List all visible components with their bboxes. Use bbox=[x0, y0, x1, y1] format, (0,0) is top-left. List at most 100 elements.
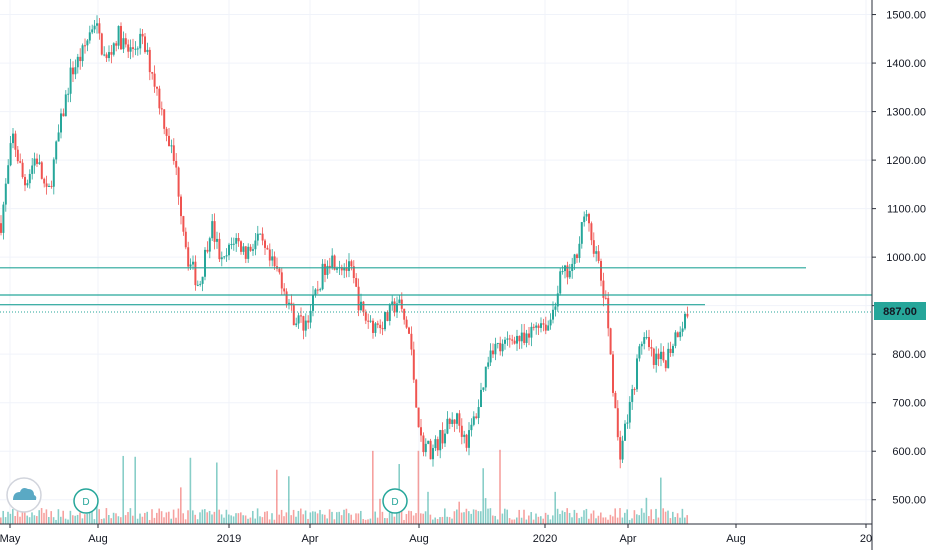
candle-body bbox=[52, 159, 55, 187]
candle-body bbox=[170, 145, 173, 147]
volume-bar bbox=[595, 518, 597, 524]
candle-body bbox=[45, 183, 48, 187]
candle-body bbox=[165, 128, 168, 136]
volume-bar bbox=[516, 517, 518, 524]
tradingview-logo[interactable] bbox=[6, 477, 42, 513]
dividend-marker-2[interactable]: D bbox=[382, 488, 408, 514]
volume-bar bbox=[681, 508, 684, 524]
candle-body bbox=[448, 418, 451, 424]
candle-body bbox=[343, 267, 346, 271]
volume-bar bbox=[616, 517, 619, 524]
volume-bar bbox=[667, 510, 669, 524]
volume-bar bbox=[288, 476, 290, 524]
volume-bar bbox=[168, 511, 170, 524]
volume-bar bbox=[384, 518, 386, 524]
current-price-tag: 887.00 bbox=[874, 302, 926, 320]
volume-bar bbox=[326, 518, 328, 524]
volume-bar bbox=[268, 519, 271, 524]
candle-body bbox=[612, 354, 614, 393]
horizontal-levels[interactable] bbox=[0, 267, 872, 313]
volume-bar bbox=[477, 511, 480, 524]
time-tick-label: 2020 bbox=[533, 533, 557, 545]
candle-body bbox=[14, 133, 17, 150]
volume-bar bbox=[631, 518, 633, 524]
volume-bar bbox=[117, 516, 120, 524]
volume-bar bbox=[45, 509, 48, 524]
volume-bar bbox=[487, 508, 489, 524]
candle-body bbox=[458, 413, 461, 426]
candle-body bbox=[506, 338, 509, 340]
candle-body bbox=[86, 40, 89, 46]
candle-body bbox=[148, 49, 151, 73]
candle-body bbox=[597, 251, 600, 261]
candle-body bbox=[496, 342, 499, 344]
volume-bar bbox=[108, 515, 110, 524]
volume-bar bbox=[74, 515, 76, 524]
candle-body bbox=[295, 323, 298, 326]
volume-bar bbox=[112, 512, 115, 524]
candle-body bbox=[196, 284, 199, 286]
candle-body bbox=[662, 351, 665, 361]
volume-bar bbox=[259, 516, 261, 524]
volume-bar bbox=[331, 511, 333, 524]
volume-bar bbox=[86, 513, 88, 524]
candle-body bbox=[676, 332, 679, 338]
volume-bar bbox=[333, 519, 336, 524]
volume-bar bbox=[237, 513, 240, 524]
time-axis[interactable]: May Aug 2019 Apr Aug 2020 Apr Aug 20 bbox=[0, 524, 872, 545]
candle-body bbox=[446, 418, 449, 434]
volume-bar bbox=[554, 491, 556, 524]
candle-body bbox=[583, 216, 586, 223]
volume-bar bbox=[76, 514, 79, 524]
candle-body bbox=[36, 158, 38, 164]
volume-bar bbox=[187, 510, 189, 524]
candle-body bbox=[657, 353, 660, 360]
candle-body bbox=[600, 260, 602, 281]
volume-bar bbox=[393, 516, 396, 524]
candle-body bbox=[74, 67, 77, 75]
candle-body bbox=[645, 337, 648, 339]
candle-body bbox=[43, 178, 46, 184]
candle-body bbox=[626, 422, 629, 424]
candle-body bbox=[549, 319, 552, 326]
volume-bar bbox=[422, 513, 424, 524]
volume-bar bbox=[36, 516, 38, 524]
volume-bar bbox=[103, 518, 105, 524]
candle-body bbox=[146, 49, 149, 52]
volume-bar bbox=[21, 509, 24, 524]
volume-bar bbox=[115, 513, 117, 524]
dividend-marker-1[interactable]: D bbox=[73, 488, 99, 514]
candle-body bbox=[391, 301, 394, 305]
candle-body bbox=[345, 267, 348, 271]
candle-body bbox=[50, 185, 53, 187]
candle-body bbox=[511, 339, 514, 341]
candle-body bbox=[679, 331, 682, 338]
volume-bar bbox=[465, 508, 468, 524]
candle-body bbox=[55, 141, 58, 160]
candle-body bbox=[144, 36, 146, 52]
price-axis[interactable]: 500.00600.00700.00800.00900.001000.00110… bbox=[872, 10, 926, 507]
candle-body bbox=[384, 312, 386, 330]
candle-body bbox=[309, 310, 312, 323]
volume-bar bbox=[175, 517, 177, 524]
volume-bar bbox=[254, 518, 256, 524]
candle-body bbox=[460, 425, 463, 437]
candle-body bbox=[252, 249, 254, 251]
volume-bar bbox=[657, 517, 660, 524]
volume-bar bbox=[552, 515, 554, 524]
volume-bar bbox=[453, 511, 456, 524]
volume-bar bbox=[489, 508, 492, 524]
volume-bar bbox=[31, 512, 33, 524]
volume-bar bbox=[391, 508, 393, 524]
candle-body bbox=[220, 257, 223, 260]
volume-bar bbox=[228, 514, 230, 524]
volume-bar bbox=[672, 511, 674, 524]
volume-bar bbox=[223, 517, 225, 524]
time-tick-label: Aug bbox=[726, 533, 746, 545]
candle-body bbox=[16, 149, 19, 162]
candle-body bbox=[468, 430, 470, 448]
candle-body bbox=[103, 54, 106, 56]
volume-bar bbox=[216, 462, 218, 524]
volume-bar bbox=[38, 510, 40, 524]
